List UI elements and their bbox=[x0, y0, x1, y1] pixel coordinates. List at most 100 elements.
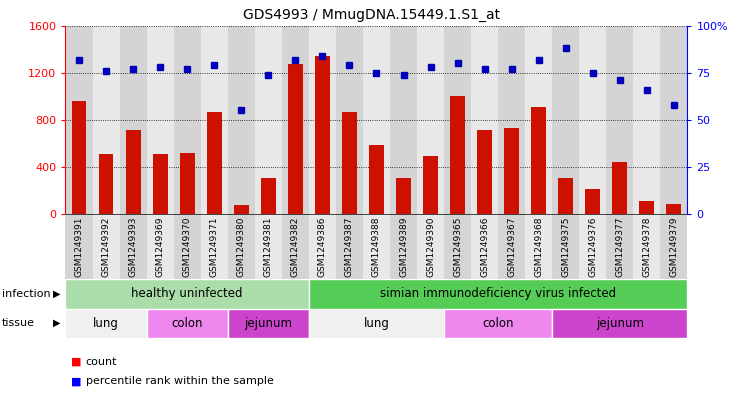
Text: simian immunodeficiency virus infected: simian immunodeficiency virus infected bbox=[380, 287, 616, 300]
Text: GSM1249370: GSM1249370 bbox=[183, 216, 192, 277]
Bar bbox=[228, 214, 254, 279]
Bar bbox=[525, 26, 552, 214]
Bar bbox=[525, 214, 552, 279]
Bar bbox=[309, 279, 687, 309]
Bar bbox=[147, 26, 173, 214]
Text: ■: ■ bbox=[71, 356, 81, 367]
Text: GSM1249393: GSM1249393 bbox=[129, 216, 138, 277]
Bar bbox=[396, 178, 411, 214]
Text: colon: colon bbox=[482, 317, 514, 330]
Bar bbox=[65, 214, 92, 279]
Bar bbox=[201, 26, 228, 214]
Bar bbox=[667, 204, 682, 214]
Bar bbox=[234, 205, 248, 214]
Bar bbox=[228, 309, 309, 338]
Bar bbox=[661, 214, 687, 279]
Bar bbox=[580, 214, 606, 279]
Bar bbox=[207, 112, 222, 214]
Text: infection: infection bbox=[2, 289, 51, 299]
Bar bbox=[342, 112, 357, 214]
Text: GSM1249378: GSM1249378 bbox=[642, 216, 652, 277]
Bar bbox=[173, 26, 201, 214]
Bar bbox=[315, 56, 330, 214]
Text: count: count bbox=[86, 356, 117, 367]
Text: GSM1249387: GSM1249387 bbox=[345, 216, 354, 277]
Text: jejunum: jejunum bbox=[244, 317, 292, 330]
Bar bbox=[288, 64, 303, 214]
Bar bbox=[65, 309, 147, 338]
Text: GSM1249392: GSM1249392 bbox=[101, 216, 111, 277]
Bar bbox=[92, 26, 120, 214]
Bar bbox=[153, 154, 167, 214]
Bar bbox=[65, 279, 309, 309]
Text: jejunum: jejunum bbox=[596, 317, 644, 330]
Bar bbox=[606, 26, 633, 214]
Bar bbox=[254, 26, 282, 214]
Bar bbox=[201, 214, 228, 279]
Bar bbox=[552, 26, 580, 214]
Bar bbox=[363, 214, 390, 279]
Bar bbox=[417, 26, 444, 214]
Text: GSM1249375: GSM1249375 bbox=[561, 216, 570, 277]
Text: GSM1249367: GSM1249367 bbox=[507, 216, 516, 277]
Text: GSM1249386: GSM1249386 bbox=[318, 216, 327, 277]
Bar bbox=[612, 162, 627, 214]
Bar bbox=[471, 26, 498, 214]
Bar bbox=[417, 214, 444, 279]
Bar bbox=[336, 214, 363, 279]
Bar bbox=[309, 309, 444, 338]
Bar bbox=[444, 26, 471, 214]
Text: tissue: tissue bbox=[2, 318, 35, 328]
Text: GSM1249376: GSM1249376 bbox=[589, 216, 597, 277]
Bar bbox=[147, 309, 228, 338]
Bar bbox=[282, 26, 309, 214]
Text: lung: lung bbox=[93, 317, 119, 330]
Bar bbox=[450, 96, 465, 214]
Bar bbox=[661, 26, 687, 214]
Bar bbox=[633, 214, 661, 279]
Bar bbox=[120, 214, 147, 279]
Bar bbox=[173, 214, 201, 279]
Text: GSM1249388: GSM1249388 bbox=[372, 216, 381, 277]
Bar bbox=[471, 214, 498, 279]
Bar bbox=[444, 309, 552, 338]
Bar bbox=[558, 178, 573, 214]
Bar bbox=[254, 214, 282, 279]
Bar bbox=[586, 189, 600, 214]
Bar bbox=[228, 26, 254, 214]
Text: GSM1249391: GSM1249391 bbox=[74, 216, 83, 277]
Bar bbox=[309, 214, 336, 279]
Bar bbox=[363, 26, 390, 214]
Bar bbox=[444, 214, 471, 279]
Text: ▶: ▶ bbox=[53, 289, 60, 299]
Bar bbox=[498, 214, 525, 279]
Bar bbox=[552, 309, 687, 338]
Text: percentile rank within the sample: percentile rank within the sample bbox=[86, 376, 274, 386]
Text: ■: ■ bbox=[71, 376, 81, 386]
Text: GSM1249368: GSM1249368 bbox=[534, 216, 543, 277]
Text: GSM1249371: GSM1249371 bbox=[210, 216, 219, 277]
Bar bbox=[147, 214, 173, 279]
Bar bbox=[580, 26, 606, 214]
Bar bbox=[606, 214, 633, 279]
Text: ▶: ▶ bbox=[53, 318, 60, 328]
Text: healthy uninfected: healthy uninfected bbox=[132, 287, 243, 300]
Text: GSM1249369: GSM1249369 bbox=[155, 216, 164, 277]
Bar bbox=[126, 130, 141, 214]
Bar bbox=[120, 26, 147, 214]
Text: GSM1249389: GSM1249389 bbox=[399, 216, 408, 277]
Bar bbox=[282, 214, 309, 279]
Bar bbox=[71, 101, 86, 214]
Text: GSM1249382: GSM1249382 bbox=[291, 216, 300, 277]
Bar bbox=[65, 26, 92, 214]
Bar bbox=[369, 145, 384, 214]
Bar bbox=[498, 26, 525, 214]
Text: GSM1249379: GSM1249379 bbox=[670, 216, 679, 277]
Text: GDS4993 / MmugDNA.15449.1.S1_at: GDS4993 / MmugDNA.15449.1.S1_at bbox=[243, 8, 501, 22]
Bar bbox=[261, 178, 276, 214]
Bar bbox=[423, 156, 438, 214]
Bar bbox=[639, 201, 654, 214]
Text: GSM1249381: GSM1249381 bbox=[264, 216, 273, 277]
Bar bbox=[633, 26, 661, 214]
Text: colon: colon bbox=[171, 317, 203, 330]
